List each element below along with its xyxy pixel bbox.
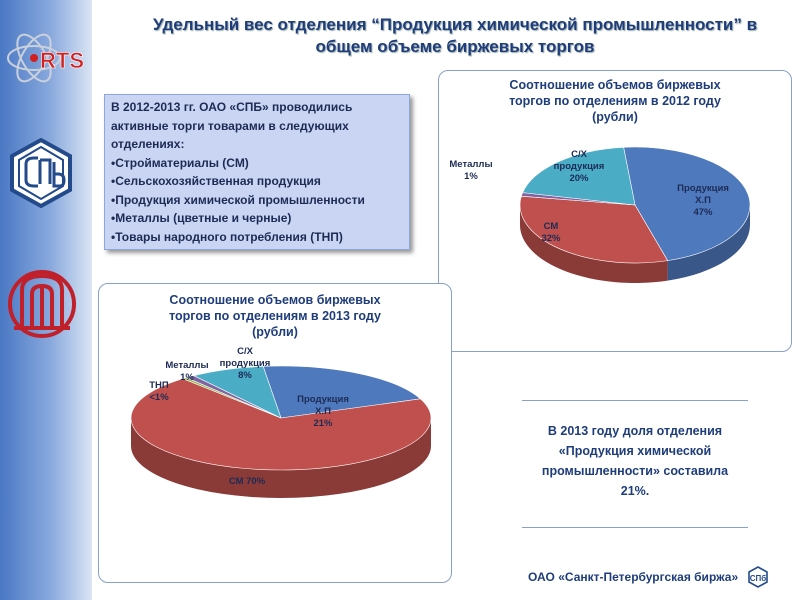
info-line: отделениях: [111, 137, 185, 151]
pie-label-line: Металлы [449, 159, 492, 170]
pie-slice-4 [193, 366, 282, 419]
rts-logo-text: RTS [40, 48, 84, 73]
chart-2013-frame: Соотношение объемов биржевых торгов по о… [98, 283, 452, 583]
pie-slice-3 [522, 146, 636, 206]
conclusion-line: «Продукция химической [558, 444, 712, 458]
info-line: активные торги товарами в следующих [111, 118, 349, 133]
conclusion-box: В 2013 году доля отделения «Продукция хи… [522, 400, 748, 528]
chart-title-line: торгов по отделениям в 2013 году [169, 309, 381, 323]
page-title-line: общем объеме биржевых торгов [315, 37, 595, 56]
pie-label-line: Х.П [695, 195, 711, 206]
rts-logo: RTS [7, 33, 84, 83]
chart-2013-title: Соотношение объемов биржевых торгов по о… [99, 292, 451, 340]
svg-text:СПб: СПб [750, 574, 767, 583]
pie-label-line: С/Х [571, 149, 588, 160]
pie-label-line: Металлы [165, 360, 208, 371]
info-line: •Стройматериалы (СМ) [111, 155, 249, 170]
pie-chart-2012: Продукция Х.П 47% СМ 32% Металлы 1% С/Х продукци… [449, 146, 751, 283]
conclusion-line: промышленности» составила [541, 464, 729, 478]
conclusion-line: 21%. [620, 484, 650, 498]
pie-side-0 [667, 205, 750, 281]
pie-label-line: 32% [541, 233, 561, 244]
info-line: •Сельскохозяйственная продукция [111, 174, 321, 188]
pie-slice-1 [519, 195, 669, 264]
footer-logo-icon: СПб [748, 566, 768, 588]
page-title: Удельный вес отделения “Продукция химиче… [110, 14, 800, 58]
pie-label-4: С/Х продукция 8% [220, 346, 271, 381]
pie-label-line: 20% [569, 173, 589, 184]
page-title-line: Удельный вес отделения “Продукция химиче… [152, 15, 758, 34]
pie-label-line: С/Х [237, 346, 254, 357]
pie-label-line: ТНП [149, 380, 169, 391]
pie-label-2: ТНП <1% [149, 380, 169, 403]
info-line: В 2012-2013 гг. ОАО «СПБ» проводились [111, 100, 353, 114]
pie-slice-0 [262, 365, 422, 419]
chart-title-line: Соотношение объемов биржевых [169, 293, 381, 307]
pie-label-line: Продукция [297, 394, 349, 405]
pie-label-line: продукция [554, 161, 605, 172]
pie-label-line: 1% [180, 372, 194, 383]
emblem-logo [8, 270, 76, 338]
pie-label-line: СМ [544, 221, 559, 232]
chart-2012-title: Соотношение объемов биржевых торгов по о… [439, 77, 791, 125]
pie-label-line: СМ 70% [229, 476, 266, 487]
pie-slice-1 [130, 378, 432, 471]
pie-label-1: СМ 70% [229, 476, 266, 487]
pie-label-line: продукция [220, 358, 271, 369]
pie-label-2: Металлы 1% [449, 159, 492, 182]
chart-title-line: (рубли) [252, 325, 298, 339]
pie-label-line: Х.П [315, 406, 331, 417]
info-line: •Металлы (цветные и черные) [111, 211, 292, 225]
chart-title-line: торгов по отделениям в 2012 году [509, 94, 721, 108]
pie-label-line: 8% [238, 370, 252, 381]
sidebar: RTS [0, 0, 92, 600]
chart-2012-frame: Соотношение объемов биржевых торгов по о… [438, 70, 792, 352]
pie-label-0: Продукция Х.П 47% [677, 183, 729, 218]
pie-label-3: С/Х продукция 20% [554, 149, 605, 184]
info-line: •Товары народного потребления (ТНП) [111, 229, 343, 244]
chart-title-line: (рубли) [592, 110, 638, 124]
conclusion-line: В 2013 году доля отделения [547, 424, 723, 438]
pie-label-3: Металлы 1% [165, 360, 208, 383]
info-line: •Продукция химической промышленности [111, 192, 365, 207]
pie-slice-0 [623, 146, 751, 261]
spb-logo [10, 138, 72, 208]
pie-label-line: 21% [313, 418, 333, 429]
footer-text: ОАО «Санкт-Петербургская биржа» [528, 570, 739, 584]
pie-label-1: СМ 32% [541, 221, 561, 244]
chart-title-line: Соотношение объемов биржевых [509, 78, 721, 92]
pie-label-line: Продукция [677, 183, 729, 194]
pie-label-0: Продукция Х.П 21% [297, 394, 349, 429]
pie-label-line: 47% [693, 207, 713, 218]
pie-label-line: <1% [149, 392, 169, 403]
conclusion-text: В 2013 году доля отделения «Продукция хи… [522, 421, 748, 501]
pie-label-line: 1% [464, 171, 478, 182]
pie-side-1 [520, 205, 668, 283]
pie-side-1 [131, 418, 431, 498]
pie-chart-2013: Продукция Х.П 21%СМ 70%ТНП <1%Металлы 1%С/Х п… [130, 346, 432, 498]
info-box: В 2012-2013 гг. ОАО «СПБ» проводились ак… [104, 94, 410, 250]
